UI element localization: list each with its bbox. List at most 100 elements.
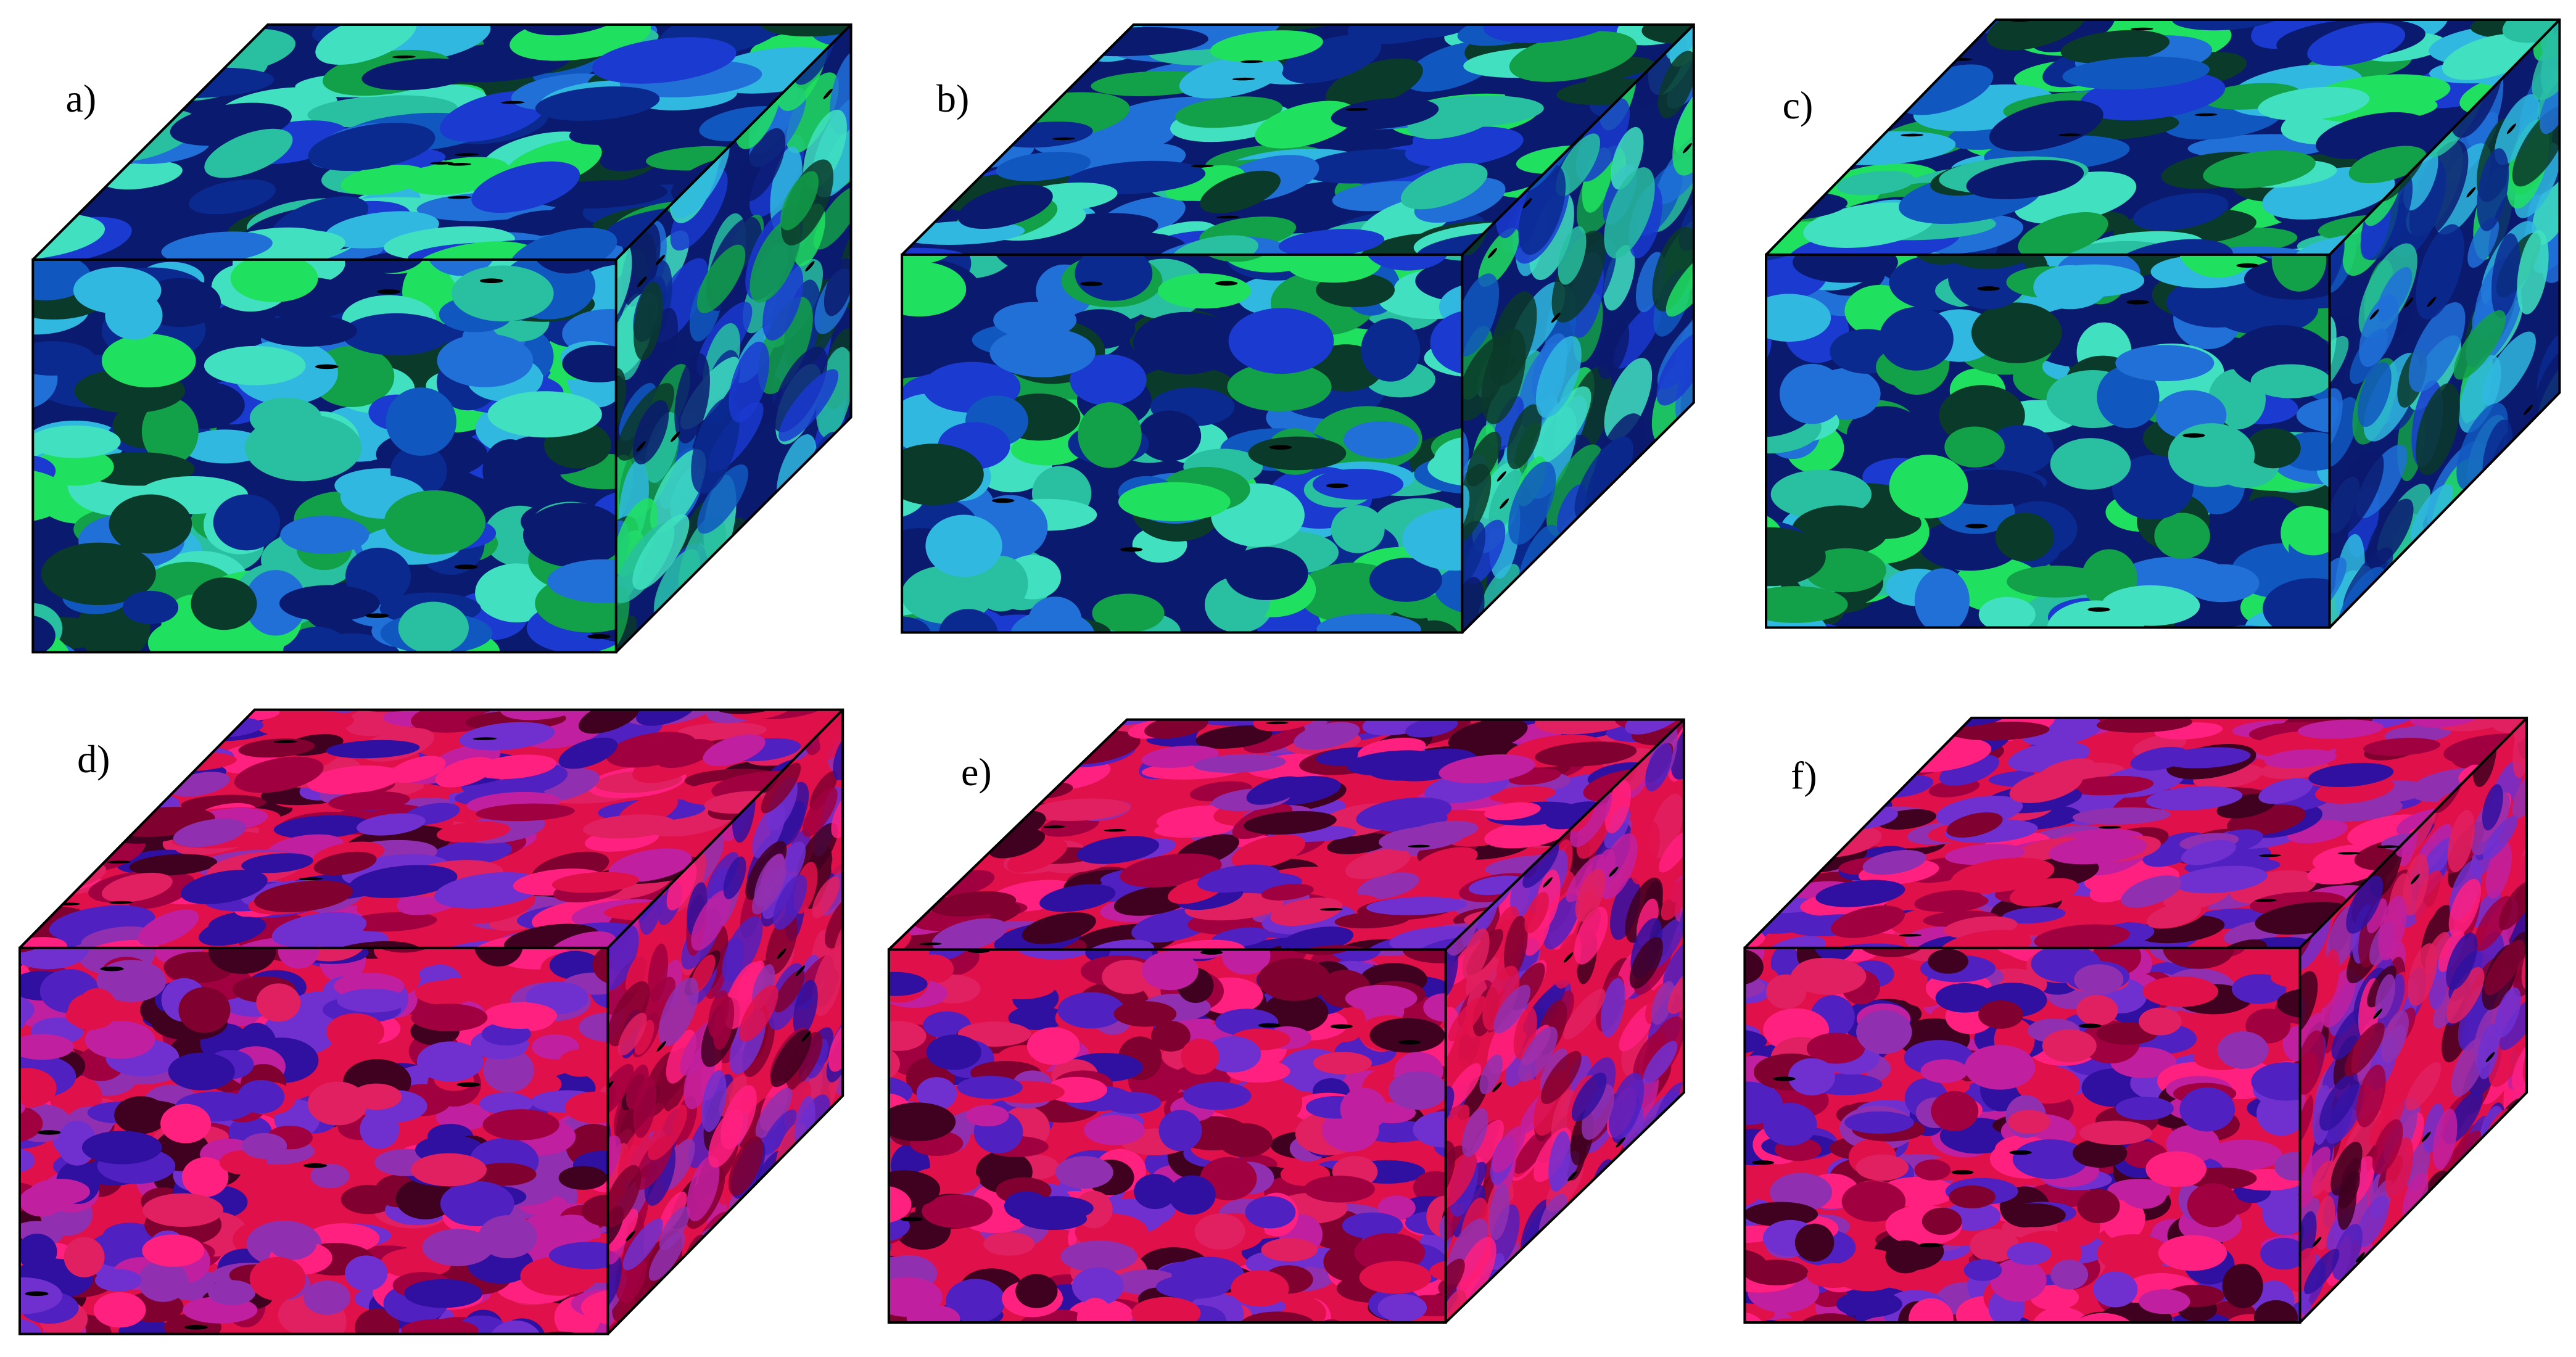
grain — [1860, 947, 1922, 957]
grain — [2217, 1031, 2269, 1069]
grain — [1261, 883, 1314, 901]
pore — [1052, 137, 1075, 141]
pore — [2376, 845, 2400, 848]
grain — [1971, 302, 2062, 363]
pore — [2126, 300, 2149, 305]
grain — [1084, 1115, 1145, 1145]
grain — [2271, 967, 2300, 989]
pore — [1563, 952, 1574, 963]
grain — [29, 1179, 91, 1205]
pore — [1080, 281, 1103, 286]
grain — [888, 1237, 892, 1255]
grain — [983, 1232, 1035, 1256]
grain — [1598, 321, 1630, 379]
grain — [638, 976, 676, 1033]
grain — [2222, 1263, 2263, 1308]
grain — [888, 1102, 956, 1142]
grain — [608, 925, 639, 991]
grain — [93, 1292, 146, 1328]
grain — [1448, 719, 1528, 753]
pore — [1120, 547, 1143, 552]
grain — [109, 494, 192, 554]
face — [844, 949, 1446, 1322]
grain — [1030, 798, 1131, 821]
grain — [2500, 997, 2527, 1050]
grain — [1841, 1181, 1906, 1222]
pore — [1951, 1169, 1974, 1175]
grain — [437, 334, 534, 387]
grain — [2381, 1010, 2409, 1063]
pore — [2182, 433, 2205, 438]
grain — [19, 947, 89, 970]
grain — [2250, 364, 2330, 398]
grain — [1944, 426, 2005, 468]
grain — [2228, 625, 2266, 628]
grain — [1744, 1202, 1818, 1227]
grain — [1462, 577, 1485, 633]
grain — [326, 1013, 385, 1051]
grain — [1430, 311, 1463, 374]
grain — [1445, 1007, 1459, 1076]
grain — [2184, 564, 2260, 603]
pore — [1551, 312, 1561, 323]
grain — [1231, 834, 1306, 869]
pore — [1408, 844, 1430, 848]
grain — [916, 1077, 957, 1111]
pore — [655, 254, 666, 265]
grain — [1489, 786, 1556, 803]
grain — [1672, 85, 1694, 176]
grain — [2072, 807, 2171, 825]
grain — [41, 542, 156, 606]
grain — [1313, 1052, 1373, 1074]
grain — [1630, 821, 1660, 885]
grain — [1518, 1026, 1558, 1082]
grain — [2033, 1306, 2089, 1323]
grain — [244, 570, 307, 636]
grain — [1949, 1185, 1996, 1208]
grain — [825, 893, 843, 949]
grain — [2498, 881, 2527, 931]
grain — [1766, 586, 1848, 623]
grain — [1478, 228, 1519, 287]
grain — [142, 1193, 224, 1227]
grain — [1523, 910, 1550, 956]
grain — [888, 971, 928, 996]
grain — [249, 1256, 306, 1301]
grain — [2300, 971, 2318, 1035]
grain — [230, 259, 318, 302]
grain — [2274, 1152, 2300, 1181]
pore — [1320, 908, 1343, 911]
grain — [2300, 1092, 2314, 1158]
grain — [1604, 167, 1655, 258]
grain — [1439, 754, 1535, 783]
grain — [902, 443, 984, 506]
grain — [487, 391, 602, 438]
grain — [1844, 1111, 1914, 1134]
grain — [2048, 835, 2147, 865]
grain — [411, 1153, 487, 1187]
grain — [772, 347, 828, 432]
grain — [2332, 1223, 2363, 1280]
grain — [1015, 1274, 1058, 1308]
grain — [238, 738, 315, 758]
grain — [2139, 1289, 2190, 1314]
grain — [1331, 97, 1439, 130]
grain — [902, 254, 949, 265]
pore — [1042, 825, 1066, 828]
grain — [844, 1250, 881, 1271]
grain — [2416, 224, 2464, 320]
grain — [1779, 363, 1845, 424]
grain — [415, 980, 476, 1005]
pore — [2194, 113, 2218, 117]
grain — [429, 839, 513, 867]
grain — [2451, 1037, 2487, 1097]
grain — [2330, 1141, 2363, 1196]
grain — [1340, 1087, 1387, 1131]
grain — [1075, 254, 1153, 301]
grain — [2308, 762, 2394, 787]
grain — [168, 1052, 235, 1091]
grain — [349, 865, 458, 898]
pore — [625, 1231, 635, 1242]
grain — [2432, 1108, 2458, 1170]
grain — [476, 691, 574, 709]
